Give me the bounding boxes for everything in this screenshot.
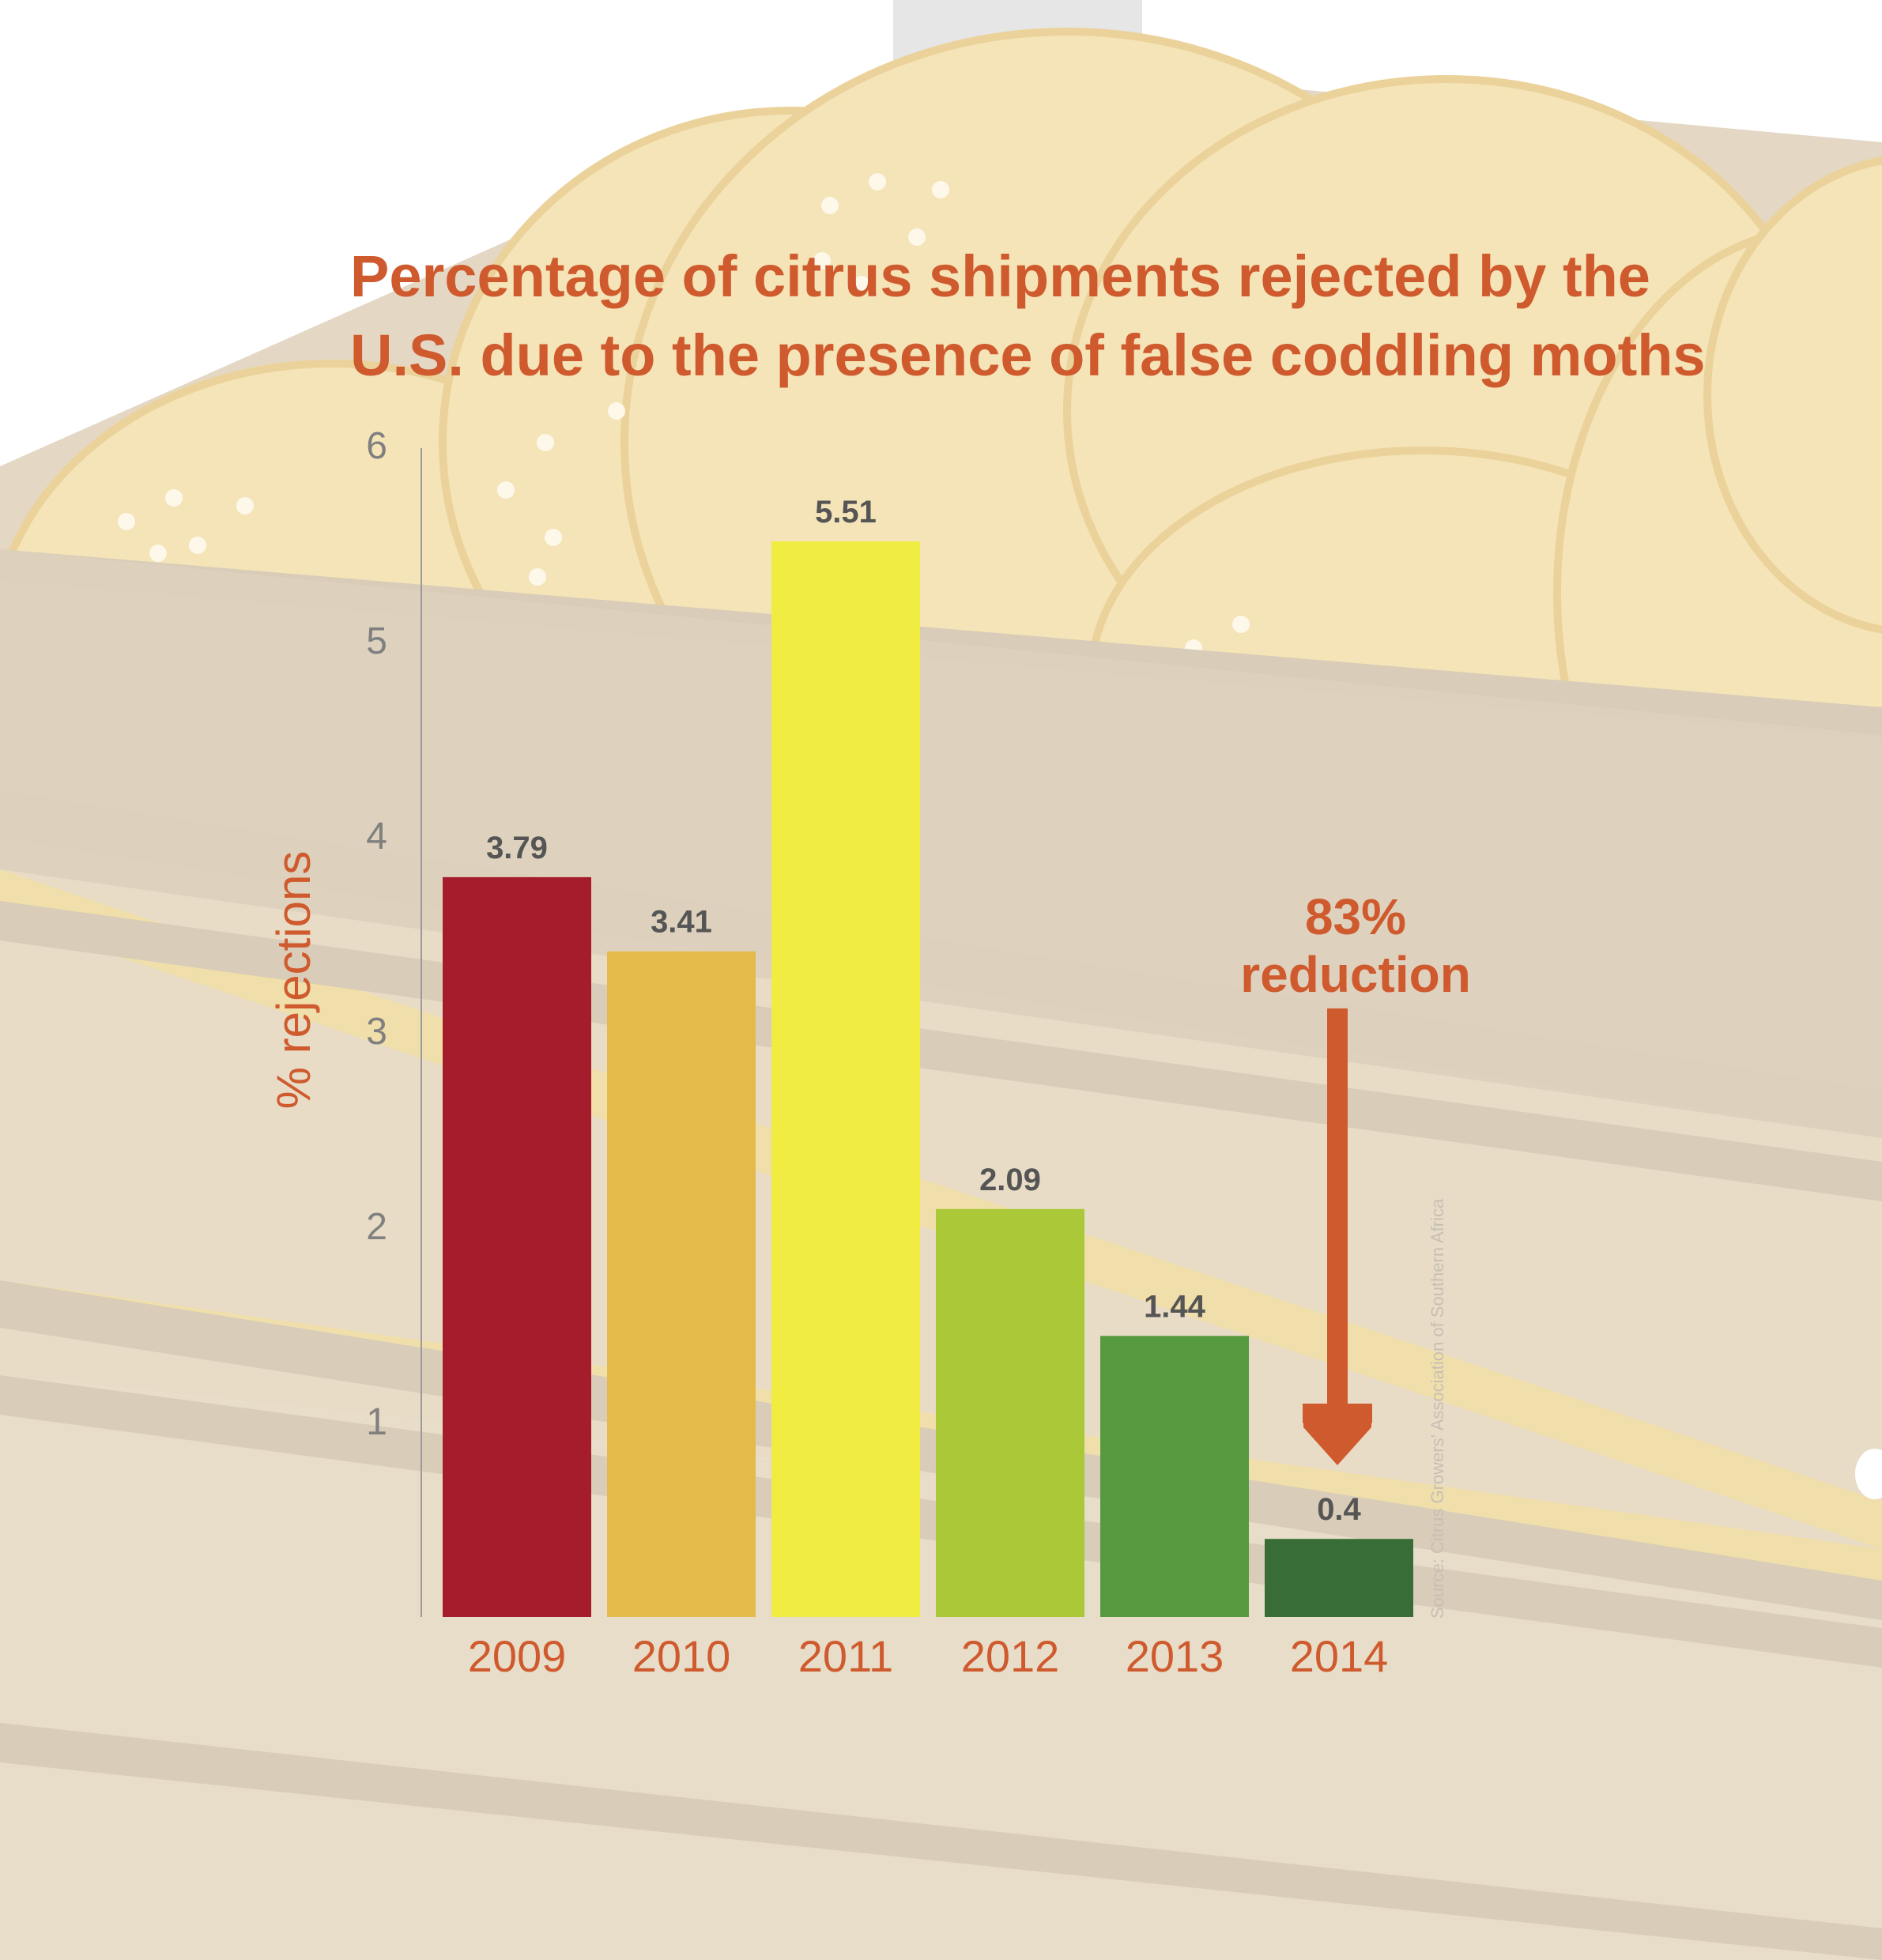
data-label-2014: 0.4: [1317, 1492, 1361, 1527]
data-label-2010: 3.41: [651, 905, 712, 940]
bar-2013: [1100, 1336, 1249, 1617]
bars: [443, 541, 1413, 1617]
x-tick-label-2012: 2012: [961, 1631, 1060, 1681]
source-note: Source: Citrus Growers' Association of S…: [1428, 1198, 1447, 1619]
bar-2009: [443, 876, 591, 1617]
down-arrow-icon: [1303, 1008, 1372, 1465]
chart-title-line-1: Percentage of citrus shipments rejected …: [350, 243, 1650, 309]
y-tick-label: 5: [366, 620, 387, 662]
x-tick-label-2014: 2014: [1290, 1631, 1389, 1681]
y-tick-label: 6: [366, 425, 387, 467]
y-tick-label: 1: [366, 1401, 387, 1443]
annotation-percent: 83%: [1305, 888, 1406, 945]
chart-title-line-2: U.S. due to the presence of false coddli…: [350, 322, 1706, 388]
chart-title: Percentage of citrus shipments rejected …: [350, 243, 1706, 388]
bar-2010: [607, 951, 756, 1617]
data-label-2011: 5.51: [815, 495, 877, 530]
reduction-annotation: 83% reduction: [1240, 888, 1471, 1465]
x-tick-label-2011: 2011: [798, 1631, 893, 1681]
x-tick-label-2010: 2010: [632, 1631, 731, 1681]
y-tick-label: 4: [366, 816, 387, 858]
data-labels: 3.79 3.41 5.51 2.09 1.44 0.4: [486, 495, 1361, 1527]
y-tick-labels: 1 2 3 4 5 6: [366, 425, 387, 1443]
x-tick-labels: 2009 2010 2011 2012 2013 2014: [468, 1631, 1389, 1681]
y-tick-label: 3: [366, 1011, 387, 1053]
annotation-text: reduction: [1240, 946, 1471, 1003]
data-label-2013: 1.44: [1144, 1289, 1206, 1324]
x-tick-label-2009: 2009: [468, 1631, 567, 1681]
x-tick-label-2013: 2013: [1126, 1631, 1224, 1681]
bar-2014: [1265, 1539, 1413, 1617]
data-label-2012: 2.09: [979, 1163, 1041, 1197]
y-tick-label: 2: [366, 1206, 387, 1248]
y-axis-label: % rejections: [267, 851, 320, 1110]
bar-2011: [771, 541, 920, 1617]
bar-2012: [936, 1208, 1084, 1617]
data-label-2009: 3.79: [486, 831, 548, 865]
